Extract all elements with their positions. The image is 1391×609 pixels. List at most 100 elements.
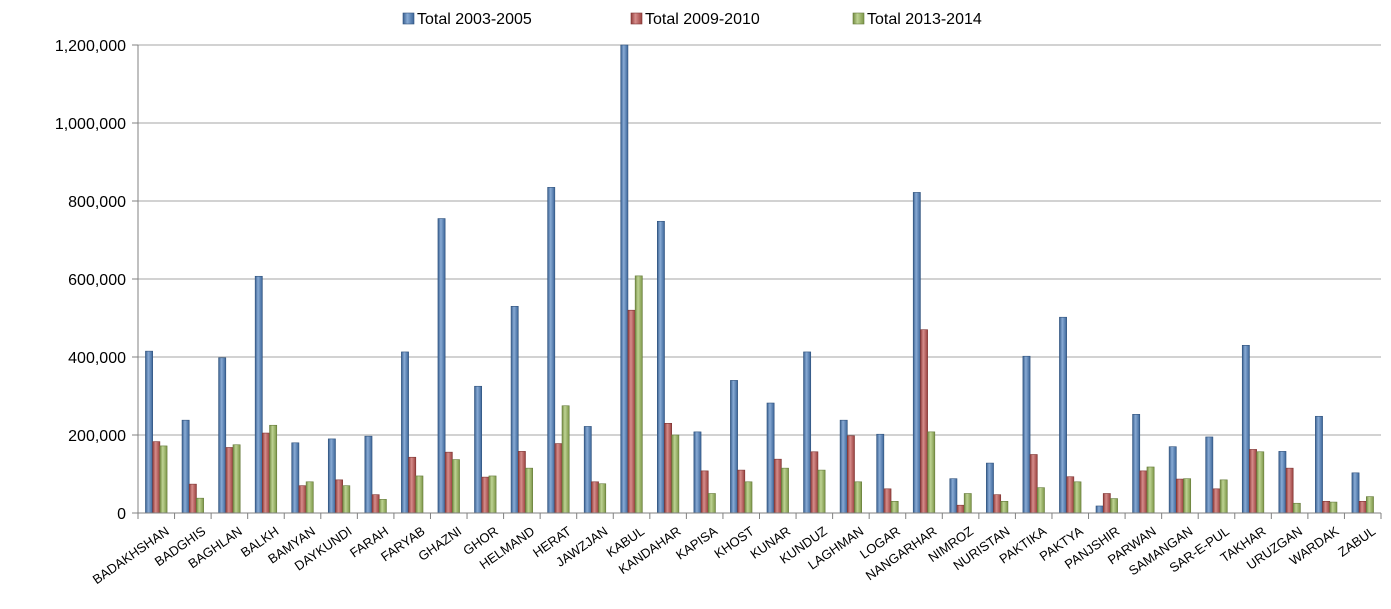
bar-nangarhar-series-1 <box>912 192 921 514</box>
axes <box>137 45 1382 519</box>
bar-nimroz-series-1 <box>949 478 958 514</box>
bar-kunar-series-2 <box>773 458 782 514</box>
bar-farah-series-1 <box>364 435 373 514</box>
bar-nuristan-series-3 <box>1000 500 1009 514</box>
bar-khost-series-3 <box>744 481 753 514</box>
legend-label: Total 2013-2014 <box>867 11 982 28</box>
bar-faryab-series-1 <box>401 351 409 514</box>
bar-paktya-series-1 <box>1059 316 1067 514</box>
bar-zabul-series-1 <box>1351 472 1360 514</box>
bar-wardak-series-1 <box>1315 415 1323 514</box>
bar-panjshir-series-1 <box>1095 505 1104 514</box>
y-tick-label: 600,000 <box>68 272 126 289</box>
bar-ghazni-series-2 <box>444 451 453 514</box>
bar-panjshir-series-2 <box>1102 493 1111 514</box>
bar-herat-series-1 <box>547 187 556 514</box>
bar-kunduz-series-1 <box>803 351 812 514</box>
bar-paktika-series-3 <box>1036 487 1045 514</box>
bar-samangan-series-3 <box>1183 478 1192 514</box>
bar-nangarhar-series-3 <box>927 431 936 514</box>
bar-takhar-series-3 <box>1256 451 1265 514</box>
bar-nuristan-series-1 <box>986 462 994 514</box>
y-tick-label: 400,000 <box>68 350 126 367</box>
bar-kapisa-series-2 <box>700 470 709 514</box>
legend-swatch <box>402 12 415 25</box>
bar-zabul-series-3 <box>1366 496 1374 514</box>
bar-jawzjan-series-2 <box>591 481 599 514</box>
bar-ghor-series-3 <box>488 475 497 514</box>
y-tick-label: 800,000 <box>68 194 126 211</box>
x-category-label: KAPISA <box>673 523 720 562</box>
bar-kunar-series-3 <box>781 467 789 514</box>
bar-sar-e-pul-series-2 <box>1212 488 1221 514</box>
bar-helmand-series-3 <box>525 467 533 514</box>
bar-kabul-series-1 <box>620 44 629 514</box>
bar-daykundi-series-3 <box>342 485 351 514</box>
bar-parwan-series-2 <box>1139 470 1148 514</box>
bar-helmand-series-1 <box>510 305 519 514</box>
bar-kapisa-series-1 <box>693 431 702 514</box>
bar-faryab-series-2 <box>408 456 417 514</box>
bar-logar-series-1 <box>876 433 885 514</box>
bar-ghor-series-2 <box>481 476 490 514</box>
bar-badakhshan-series-1 <box>145 350 153 514</box>
bar-daykundi-series-1 <box>327 438 336 514</box>
bar-ghazni-series-3 <box>452 459 460 514</box>
bar-kabul-series-3 <box>634 275 643 514</box>
bar-panjshir-series-3 <box>1110 498 1118 514</box>
bar-kandahar-series-1 <box>657 220 665 514</box>
bar-logar-series-3 <box>890 500 899 514</box>
bar-badghis-series-1 <box>181 419 190 514</box>
legend-label: Total 2009-2010 <box>645 11 760 28</box>
y-tick-label: 200,000 <box>68 428 126 445</box>
bar-samangan-series-2 <box>1176 478 1184 514</box>
bar-helmand-series-2 <box>517 451 526 514</box>
bar-farah-series-2 <box>371 494 380 514</box>
bar-baghlan-series-3 <box>232 444 241 514</box>
bar-wardak-series-3 <box>1329 501 1338 514</box>
bar-bamyan-series-1 <box>291 442 300 514</box>
bar-kapisa-series-3 <box>707 493 716 514</box>
x-category-label: KHOST <box>711 523 756 561</box>
bar-badakhshan-series-3 <box>159 445 168 514</box>
bar-paktya-series-3 <box>1073 481 1082 514</box>
bar-uruzgan-series-2 <box>1285 467 1294 514</box>
y-axis-ticks: 0 200,000 400,000 600,000 800,000 1,000,000 1,… <box>55 38 126 523</box>
bar-paktika-series-1 <box>1022 355 1031 514</box>
bar-samangan-series-1 <box>1168 446 1177 514</box>
bar-ghazni-series-1 <box>437 218 446 514</box>
y-tick-label: 0 <box>117 506 126 523</box>
bar-laghman-series-2 <box>846 435 855 514</box>
bar-takhar-series-1 <box>1241 344 1250 514</box>
bar-nimroz-series-3 <box>963 493 972 514</box>
bar-sar-e-pul-series-3 <box>1219 479 1228 514</box>
bar-nangarhar-series-2 <box>920 329 928 514</box>
bar-zabul-series-2 <box>1358 500 1367 514</box>
bar-ghor-series-1 <box>474 385 483 514</box>
bar-jawzjan-series-1 <box>583 426 592 514</box>
bar-kunduz-series-3 <box>817 469 826 514</box>
bar-kandahar-series-3 <box>671 434 680 514</box>
x-axis-categories: BADAKHSHANBADGHISBAGHLANBALKHBAMYANDAYKU… <box>90 523 1378 587</box>
bar-bamyan-series-3 <box>305 481 314 514</box>
bar-khost-series-1 <box>730 380 738 514</box>
bar-nimroz-series-2 <box>956 504 965 514</box>
bar-farah-series-3 <box>378 499 387 514</box>
bars <box>145 44 1374 514</box>
legend-swatch <box>630 12 643 25</box>
bar-badakhshan-series-2 <box>152 441 161 514</box>
bar-laghman-series-3 <box>854 481 862 514</box>
bar-khost-series-2 <box>737 469 746 514</box>
bar-baghlan-series-1 <box>218 357 227 514</box>
bar-kabul-series-2 <box>627 309 636 514</box>
bar-herat-series-2 <box>554 443 563 514</box>
bar-badghis-series-2 <box>188 483 197 514</box>
bar-badghis-series-3 <box>196 497 204 514</box>
bar-bamyan-series-2 <box>298 485 307 514</box>
bar-baghlan-series-2 <box>225 447 234 514</box>
bar-paktika-series-2 <box>1029 454 1038 514</box>
bar-daykundi-series-2 <box>335 479 343 514</box>
bar-kunduz-series-2 <box>810 451 819 514</box>
